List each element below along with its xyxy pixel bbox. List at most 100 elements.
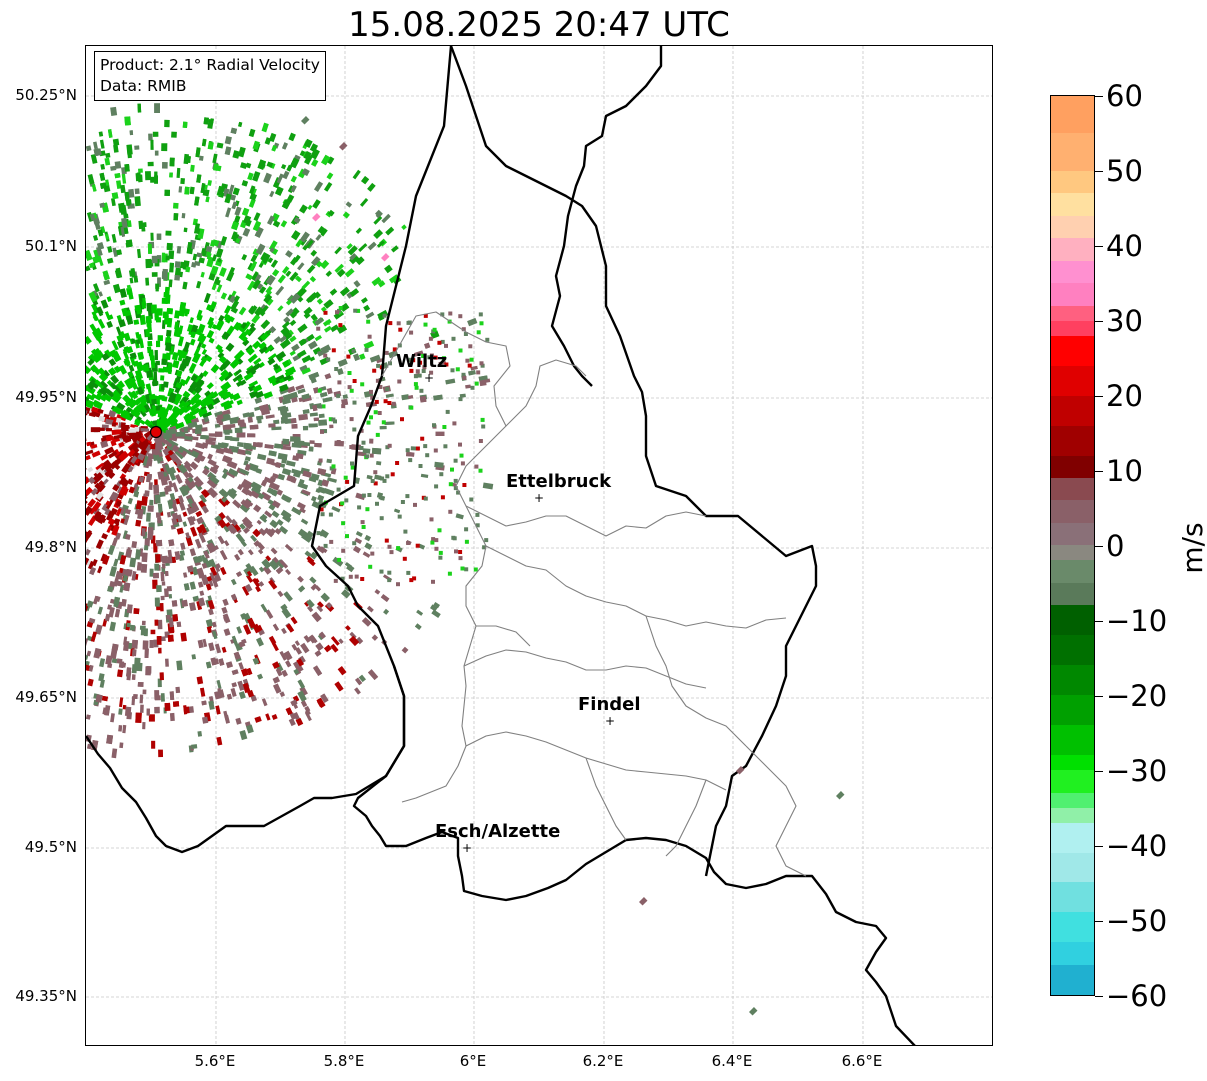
velocity-pixel xyxy=(123,213,129,219)
velocity-pixel xyxy=(174,329,182,338)
velocity-pixel xyxy=(207,403,215,411)
colorbar-segment xyxy=(1051,912,1094,943)
velocity-pixel xyxy=(114,608,121,618)
velocity-pixel xyxy=(451,336,456,341)
velocity-pixel xyxy=(311,158,319,167)
velocity-pixel xyxy=(401,394,410,401)
velocity-pixel xyxy=(191,501,200,512)
velocity-pixel xyxy=(473,567,478,572)
velocity-pixel xyxy=(445,378,456,385)
colorbar-segment xyxy=(1051,305,1094,321)
velocity-pixel xyxy=(141,301,146,309)
velocity-pixel xyxy=(165,658,169,667)
velocity-pixel xyxy=(369,389,373,394)
velocity-pixel xyxy=(114,571,121,581)
colorbar-segment xyxy=(1051,455,1094,478)
velocity-pixel xyxy=(236,380,243,387)
velocity-pixel xyxy=(209,118,214,124)
velocity-pixel xyxy=(195,510,203,517)
colorbar-segment xyxy=(1051,635,1094,666)
velocity-pixel xyxy=(336,393,341,398)
velocity-pixel xyxy=(257,283,263,290)
velocity-pixel xyxy=(374,399,379,404)
velocity-pixel xyxy=(149,499,154,506)
velocity-pixel xyxy=(260,603,268,613)
velocity-pixel xyxy=(232,321,242,331)
colorbar-tick-label: 60 xyxy=(1106,79,1143,113)
velocity-pixel xyxy=(87,466,94,473)
velocity-pixel xyxy=(221,472,228,480)
velocity-pixel xyxy=(253,212,261,222)
velocity-pixel xyxy=(224,146,232,156)
velocity-pixel xyxy=(423,444,428,449)
velocity-pixel xyxy=(190,516,196,523)
velocity-pixel xyxy=(433,355,438,360)
country-border xyxy=(449,46,818,877)
velocity-pixel xyxy=(299,686,308,696)
velocity-pixel xyxy=(288,132,296,142)
velocity-pixel xyxy=(217,351,225,359)
velocity-pixel xyxy=(263,345,274,354)
velocity-pixel xyxy=(92,595,99,605)
velocity-pixel xyxy=(145,258,152,269)
velocity-pixel xyxy=(90,364,98,372)
velocity-pixel xyxy=(237,548,244,556)
velocity-pixel xyxy=(149,640,154,648)
velocity-pixel xyxy=(114,385,123,395)
velocity-pixel xyxy=(353,353,360,361)
velocity-pixel xyxy=(274,528,282,535)
velocity-pixel xyxy=(377,280,386,288)
velocity-pixel xyxy=(418,543,426,550)
velocity-pixel xyxy=(349,288,359,297)
velocity-pixel xyxy=(129,130,134,136)
velocity-pixel xyxy=(412,576,417,581)
velocity-pixel xyxy=(149,568,154,577)
velocity-pixel xyxy=(101,695,109,702)
velocity-pixel xyxy=(118,319,126,328)
velocity-pixel xyxy=(160,636,166,642)
colorbar-segment xyxy=(1051,822,1094,853)
velocity-pixel xyxy=(137,508,144,520)
velocity-pixel xyxy=(187,241,193,251)
velocity-pixel xyxy=(228,488,237,497)
velocity-pixel xyxy=(157,471,165,480)
velocity-pixel xyxy=(382,313,387,318)
velocity-pixel xyxy=(274,374,286,384)
velocity-pixel xyxy=(224,305,232,315)
velocity-pixel xyxy=(297,575,304,583)
velocity-pixel xyxy=(406,570,411,575)
velocity-pixel xyxy=(135,549,141,560)
velocity-pixel xyxy=(370,395,375,400)
velocity-pixel xyxy=(118,364,128,375)
velocity-pixel xyxy=(253,504,262,513)
velocity-pixel xyxy=(215,320,225,331)
velocity-pixel xyxy=(320,512,325,517)
velocity-pixel xyxy=(114,449,125,460)
canton-border xyxy=(381,311,511,803)
velocity-pixel xyxy=(168,539,175,547)
velocity-pixel xyxy=(224,714,230,724)
velocity-pixel xyxy=(341,404,346,409)
velocity-pixel xyxy=(126,622,131,628)
velocity-pixel xyxy=(383,608,390,615)
velocity-pixel xyxy=(86,408,89,416)
velocity-pixel xyxy=(135,519,142,527)
velocity-pixel xyxy=(167,369,173,375)
velocity-pixel xyxy=(260,479,268,487)
velocity-pixel xyxy=(387,544,392,549)
velocity-pixel xyxy=(228,468,239,477)
velocity-colorbar xyxy=(1050,95,1095,996)
velocity-pixel xyxy=(309,576,317,584)
velocity-pixel xyxy=(174,261,181,268)
velocity-pixel xyxy=(161,297,168,305)
velocity-pixel xyxy=(400,500,405,504)
canton-border xyxy=(505,359,587,427)
velocity-pixel xyxy=(316,326,321,331)
velocity-pixel xyxy=(180,542,186,550)
velocity-pixel xyxy=(244,463,251,471)
radar-map[interactable] xyxy=(85,45,993,1046)
velocity-pixel xyxy=(478,468,483,473)
velocity-pixel xyxy=(106,499,114,510)
velocity-pixel xyxy=(246,570,253,577)
velocity-pixel xyxy=(169,157,175,167)
